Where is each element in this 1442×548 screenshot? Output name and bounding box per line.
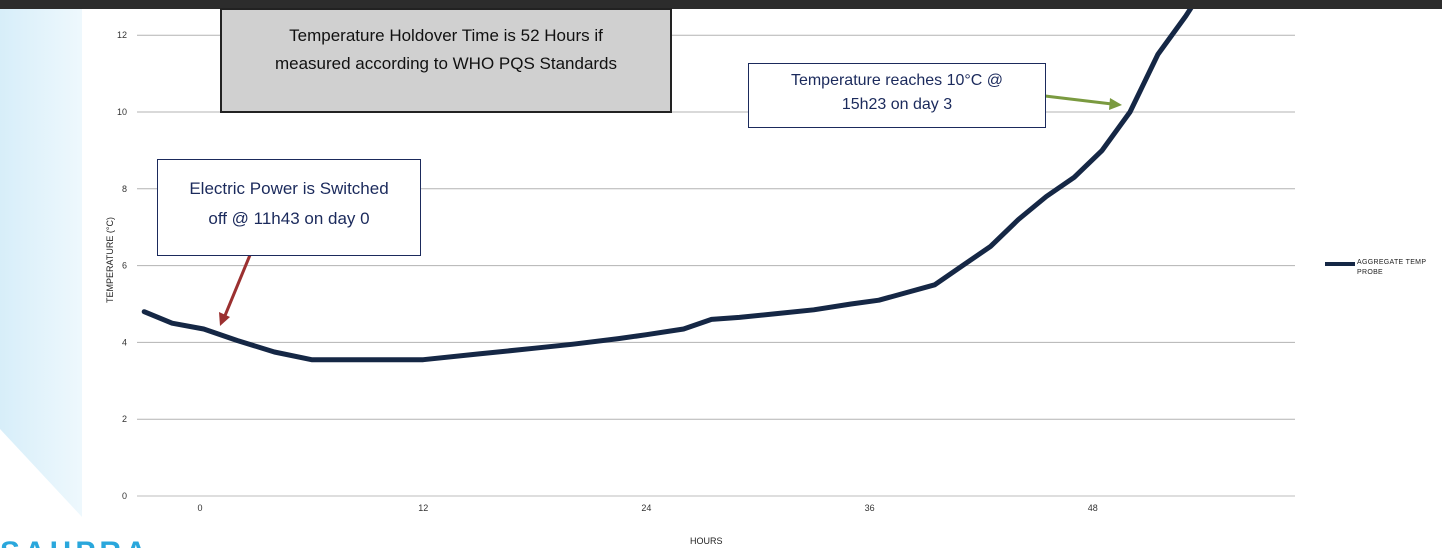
y-tick-label: 6 [122, 261, 127, 271]
annotation-arrows [219, 94, 1122, 326]
x-tick-label: 48 [1088, 503, 1098, 513]
x-tick-label: 12 [418, 503, 428, 513]
reaches-line-1: Temperature reaches 10°C @ [790, 72, 1004, 89]
legend: AGGREGATE TEMP PROBE [1325, 258, 1437, 278]
y-tick-label: 8 [122, 184, 127, 194]
y-tick-label: 2 [122, 414, 127, 424]
x-tick-labels: 0 12 24 36 48 [197, 503, 1097, 513]
red-arrowhead [219, 312, 230, 326]
legend-swatch [1325, 262, 1355, 266]
top-bar [0, 0, 1442, 9]
green-arrowhead [1109, 98, 1122, 110]
y-axis-title: TEMPERATURE (°C) [105, 217, 115, 303]
y-tick-label: 0 [122, 491, 127, 501]
red-arrow [222, 254, 252, 319]
holdover-callout: Temperature Holdover Time is 52 Hours if… [220, 8, 672, 113]
green-arrow [1044, 94, 1113, 106]
reaches-line-2: 15h23 on day 3 [841, 96, 953, 113]
holdover-line-1: Temperature Holdover Time is 52 Hours if [289, 26, 603, 45]
x-tick-label: 0 [197, 503, 202, 513]
series-layer [141, 9, 1194, 363]
temperature-reaches-callout: Temperature reaches 10°C @ 15h23 on day … [748, 63, 1046, 128]
x-tick-label: 24 [641, 503, 651, 513]
background-decoration [0, 9, 82, 517]
x-tick-label: 36 [865, 503, 875, 513]
legend-label: AGGREGATE TEMP PROBE [1357, 259, 1427, 276]
logo-text: SAHPRA [0, 538, 151, 548]
power-line-1: Electric Power is Switched [189, 179, 389, 198]
series-line-0 [141, 9, 1194, 363]
power-line-2: off @ 11h43 on day 0 [208, 209, 370, 228]
power-off-callout: Electric Power is Switched off @ 11h43 o… [157, 159, 421, 256]
x-axis-title: HOURS [690, 536, 723, 546]
y-tick-label: 12 [117, 30, 127, 40]
holdover-line-2: measured according to WHO PQS Standards [274, 54, 618, 73]
y-tick-label: 10 [117, 107, 127, 117]
y-tick-label: 4 [122, 337, 127, 347]
y-tick-labels: 0 2 4 6 8 10 12 [117, 30, 127, 501]
footer-logo: SAHPRA [0, 528, 151, 548]
